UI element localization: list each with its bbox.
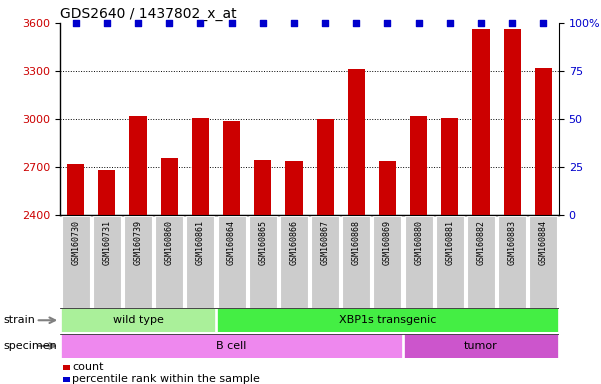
FancyBboxPatch shape: [498, 216, 526, 308]
Point: [383, 20, 392, 26]
FancyBboxPatch shape: [373, 216, 401, 308]
Text: GSM160860: GSM160860: [165, 220, 174, 265]
Text: GSM160884: GSM160884: [539, 220, 548, 265]
Text: GSM160739: GSM160739: [133, 220, 142, 265]
Bar: [472, 30, 490, 215]
Bar: [410, 116, 427, 215]
Text: GDS2640 / 1437802_x_at: GDS2640 / 1437802_x_at: [60, 7, 237, 21]
Text: count: count: [72, 362, 103, 372]
Point: [165, 20, 174, 26]
Bar: [404, 334, 558, 358]
FancyBboxPatch shape: [404, 216, 433, 308]
Text: percentile rank within the sample: percentile rank within the sample: [72, 374, 260, 384]
Bar: [61, 334, 403, 358]
FancyBboxPatch shape: [436, 216, 464, 308]
Bar: [61, 308, 215, 332]
Bar: [317, 119, 334, 215]
Text: GSM160866: GSM160866: [290, 220, 299, 265]
FancyBboxPatch shape: [93, 216, 121, 308]
FancyBboxPatch shape: [155, 216, 183, 308]
Bar: [99, 170, 115, 215]
Bar: [348, 69, 365, 215]
Point: [289, 20, 299, 26]
Bar: [535, 68, 552, 215]
Text: GSM160867: GSM160867: [320, 220, 329, 265]
Bar: [441, 118, 459, 215]
Text: GSM160869: GSM160869: [383, 220, 392, 265]
Text: GSM160883: GSM160883: [508, 220, 517, 265]
Bar: [254, 160, 271, 215]
Point: [538, 20, 548, 26]
Point: [414, 20, 424, 26]
Point: [320, 20, 330, 26]
Text: XBP1s transgenic: XBP1s transgenic: [339, 315, 436, 325]
Text: wild type: wild type: [112, 315, 163, 325]
Bar: [160, 158, 178, 215]
FancyBboxPatch shape: [218, 216, 246, 308]
FancyBboxPatch shape: [186, 216, 215, 308]
Bar: [67, 164, 84, 215]
Text: tumor: tumor: [464, 341, 498, 351]
Point: [445, 20, 454, 26]
FancyBboxPatch shape: [529, 216, 557, 308]
Text: specimen: specimen: [3, 341, 56, 351]
Point: [195, 20, 205, 26]
Point: [258, 20, 267, 26]
Point: [227, 20, 236, 26]
Bar: [379, 161, 396, 215]
Bar: [285, 161, 302, 215]
FancyBboxPatch shape: [467, 216, 495, 308]
Text: strain: strain: [3, 315, 35, 325]
Text: GSM160881: GSM160881: [445, 220, 454, 265]
Point: [507, 20, 517, 26]
Point: [476, 20, 486, 26]
Text: GSM160880: GSM160880: [414, 220, 423, 265]
Text: GSM160868: GSM160868: [352, 220, 361, 265]
FancyBboxPatch shape: [124, 216, 152, 308]
Bar: [129, 116, 147, 215]
Text: GSM160731: GSM160731: [102, 220, 111, 265]
FancyBboxPatch shape: [249, 216, 277, 308]
Text: GSM160730: GSM160730: [71, 220, 80, 265]
FancyBboxPatch shape: [280, 216, 308, 308]
Point: [71, 20, 81, 26]
FancyBboxPatch shape: [62, 216, 90, 308]
Point: [352, 20, 361, 26]
Text: GSM160865: GSM160865: [258, 220, 267, 265]
Text: GSM160861: GSM160861: [196, 220, 205, 265]
Text: GSM160864: GSM160864: [227, 220, 236, 265]
FancyBboxPatch shape: [311, 216, 339, 308]
FancyBboxPatch shape: [342, 216, 370, 308]
Point: [102, 20, 112, 26]
Bar: [216, 308, 558, 332]
Text: B cell: B cell: [216, 341, 247, 351]
Text: GSM160882: GSM160882: [477, 220, 486, 265]
Bar: [223, 121, 240, 215]
Bar: [192, 118, 209, 215]
Point: [133, 20, 143, 26]
Bar: [504, 30, 520, 215]
